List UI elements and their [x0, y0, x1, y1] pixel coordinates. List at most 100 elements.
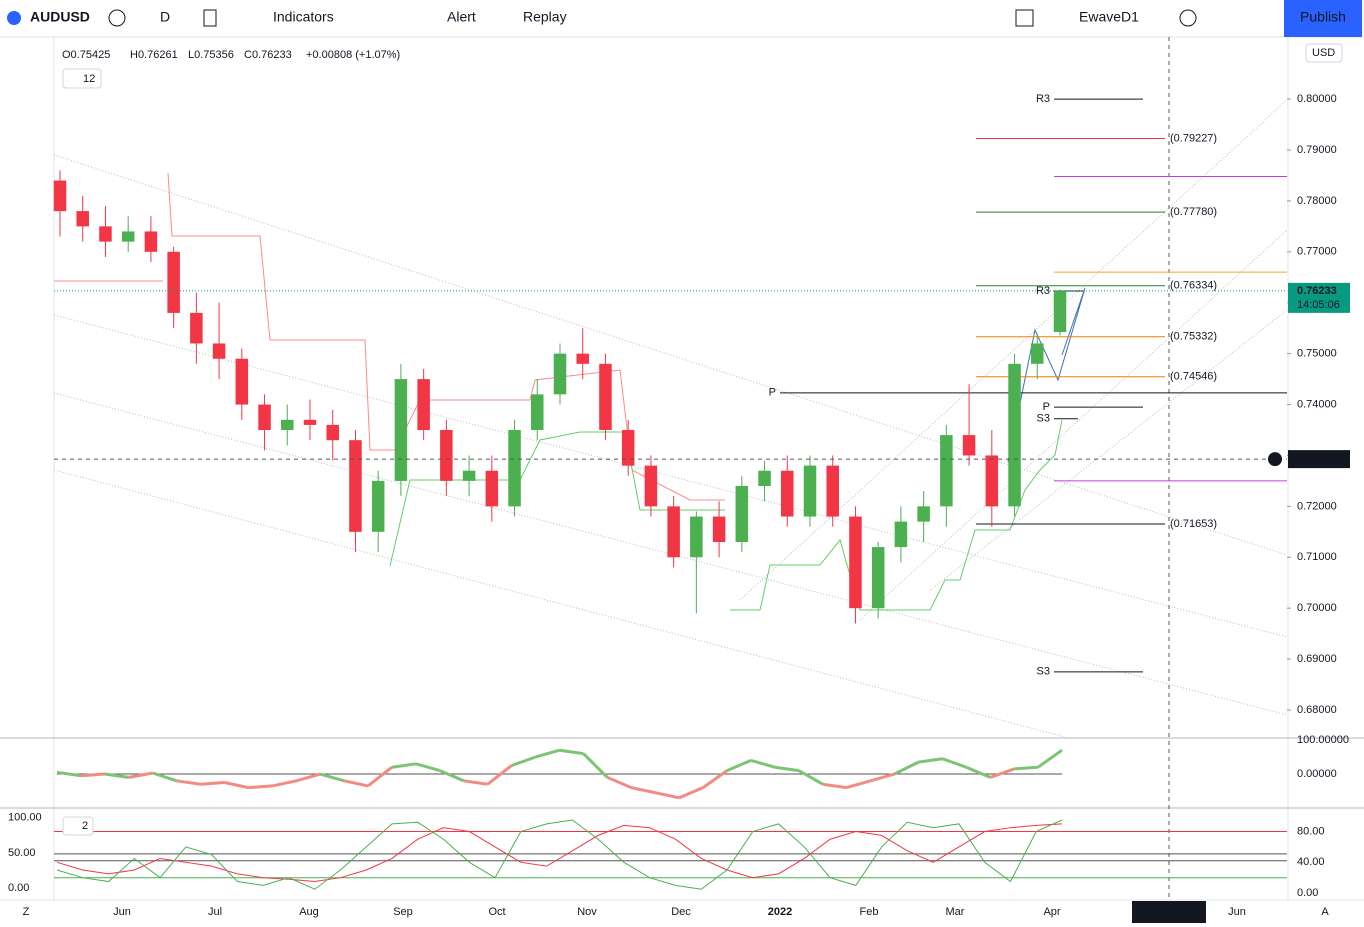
settings-button[interactable] — [1179, 9, 1197, 27]
replay-button[interactable]: Replay — [523, 9, 567, 25]
oscillator-segment — [798, 769, 824, 786]
indicators-button[interactable]: Indicators — [273, 9, 334, 25]
y-tick-label: 0.69000 — [1297, 653, 1337, 665]
candle-body — [940, 435, 953, 507]
indicator-count[interactable]: 12 — [83, 73, 95, 85]
y-tick-label: 0.68000 — [1297, 704, 1337, 716]
candle-body — [235, 358, 249, 405]
countdown: 14:05:06 — [1297, 299, 1340, 311]
x-tick-label: Dec — [671, 906, 691, 918]
y-tick-label: 0.71000 — [1297, 551, 1337, 563]
pivot-label: R3 — [1036, 285, 1050, 297]
crosshair-plus — [1268, 452, 1282, 467]
layout-name[interactable]: EwaveD1 — [1079, 9, 1139, 25]
candle-body — [462, 470, 476, 481]
pivot-label: S3 — [1037, 666, 1050, 678]
x-tick-label: Feb — [860, 906, 879, 918]
candle-body — [849, 516, 862, 609]
oscillator-segment — [630, 786, 656, 795]
x-tick-label: Sep — [393, 906, 413, 918]
oscillator-segment — [367, 766, 393, 788]
symbol[interactable]: AUDUSD — [30, 9, 90, 25]
candle-body — [190, 312, 203, 344]
oscillator-segment — [176, 779, 201, 786]
candle-body — [371, 480, 385, 532]
y2-tick-label: 40.00 — [1297, 856, 1325, 868]
oscillator-segment — [750, 758, 776, 769]
oscillator-segment — [822, 782, 847, 790]
candle-body — [758, 470, 771, 486]
y-tick-label: 0.80000 — [1297, 93, 1337, 105]
candle-body — [667, 506, 680, 558]
oscillator-segment — [343, 779, 369, 788]
level-label: (0.71653) — [1170, 518, 1217, 530]
level-label: (0.76334) — [1170, 280, 1217, 292]
candle-body — [531, 394, 544, 430]
candle-body — [121, 231, 135, 242]
chart-style-button[interactable] — [203, 9, 217, 27]
oscillator-segment — [511, 755, 537, 767]
wave-drawing[interactable] — [1007, 287, 1086, 463]
candle-body — [599, 363, 612, 430]
last-price-tag — [1288, 282, 1350, 313]
candle-body — [76, 211, 89, 227]
fullscreen-toggle[interactable] — [1015, 9, 1034, 27]
oscillator-segment — [152, 771, 178, 783]
candle-body — [781, 470, 794, 517]
candle-body — [326, 424, 339, 441]
candle-body — [712, 516, 726, 542]
alert-button[interactable]: Alert — [447, 9, 476, 25]
oscillator-segment — [702, 769, 728, 789]
oscillator-segment — [391, 762, 417, 769]
y-tick-label: 100.00000 — [1297, 734, 1349, 746]
candle-body — [621, 430, 635, 466]
publish-button[interactable] — [1284, 0, 1362, 37]
level-label: (0.74546) — [1170, 371, 1217, 383]
oscillator-segment — [415, 762, 441, 773]
candle-body — [144, 231, 158, 252]
currency-box — [1305, 43, 1343, 63]
candle-body — [99, 226, 112, 242]
auto-scale-button[interactable]: A — [1321, 906, 1329, 918]
indicator-toggle[interactable] — [62, 816, 94, 836]
oscillator-line — [56, 819, 1063, 890]
oscillator-segment — [918, 757, 943, 764]
indicator-toggle[interactable] — [62, 68, 102, 89]
candle-body — [1053, 290, 1067, 332]
y-tick-label: 0.70000 — [1297, 602, 1337, 614]
candle-body — [1031, 343, 1044, 364]
y-tick-label: 0.00000 — [1297, 768, 1337, 780]
ohlc-open: O0.75425 — [62, 49, 110, 61]
publish-label[interactable]: Publish — [1300, 9, 1346, 25]
oscillator-segment — [535, 748, 560, 759]
oscillator-segment — [224, 781, 249, 790]
y-tick-label: 0.77000 — [1297, 246, 1337, 258]
trend-stop-line — [389, 419, 1063, 611]
compare-button[interactable] — [108, 9, 126, 27]
oscillator-segment — [965, 765, 991, 779]
oscillator-segment — [726, 759, 752, 772]
candle-body — [871, 547, 885, 609]
oscillator-segment — [56, 770, 82, 778]
y2-tick-label: 0.00 — [1297, 887, 1318, 899]
x-tick-label: Apr — [1043, 906, 1060, 918]
oscillator-segment — [200, 781, 225, 786]
oscillator-line — [56, 823, 1063, 883]
oscillator-segment — [654, 791, 680, 800]
oscillator-segment — [559, 748, 584, 756]
x-tick-label: 2022 — [768, 906, 792, 918]
last-price-label: 0.76233 — [1297, 285, 1337, 297]
lower-indicator-count[interactable]: 2 — [82, 820, 88, 832]
x-tick-label: Aug — [299, 906, 319, 918]
interval[interactable]: D — [160, 9, 170, 25]
y-tick-label: 0.78000 — [1297, 195, 1337, 207]
candle-body — [735, 486, 749, 542]
oscillator-segment — [870, 772, 895, 783]
candle-body — [53, 180, 67, 212]
pivot-label: P — [769, 387, 776, 399]
ohlc-change: +0.00808 (+1.07%) — [306, 49, 400, 61]
timezone-button[interactable]: Z — [23, 906, 30, 918]
currency: USD — [1312, 47, 1335, 59]
oscillator-segment — [248, 784, 273, 790]
oscillator-segment — [439, 769, 465, 783]
